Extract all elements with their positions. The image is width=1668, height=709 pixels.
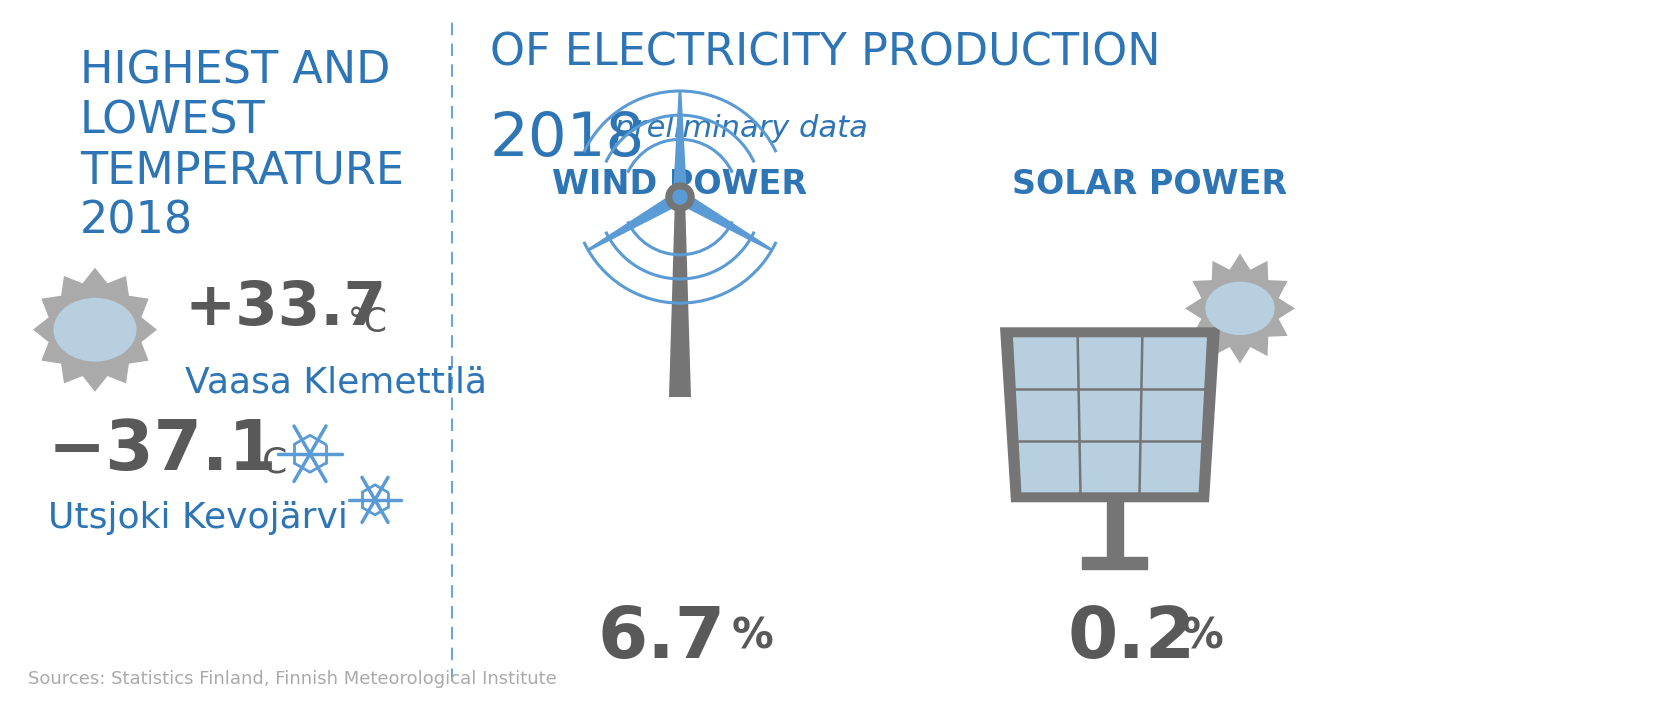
Text: °C: °C xyxy=(245,445,289,479)
Circle shape xyxy=(666,183,694,211)
Bar xyxy=(1083,557,1148,569)
Polygon shape xyxy=(1184,253,1294,364)
Text: 2018: 2018 xyxy=(490,110,646,169)
Polygon shape xyxy=(589,191,684,251)
Text: WIND POWER: WIND POWER xyxy=(552,168,807,201)
Polygon shape xyxy=(672,92,687,197)
Text: 0.2: 0.2 xyxy=(1068,603,1196,673)
Text: HIGHEST AND
LOWEST
TEMPERATURE
2018: HIGHEST AND LOWEST TEMPERATURE 2018 xyxy=(80,50,404,242)
Polygon shape xyxy=(1001,328,1219,502)
Text: °C: °C xyxy=(349,306,389,339)
Text: preliminary data: preliminary data xyxy=(605,114,867,143)
Text: OF ELECTRICITY PRODUCTION: OF ELECTRICITY PRODUCTION xyxy=(490,32,1161,75)
Text: Sources: Statistics Finland, Finnish Meteorological Institute: Sources: Statistics Finland, Finnish Met… xyxy=(28,670,557,688)
Polygon shape xyxy=(1012,337,1208,492)
Text: %: % xyxy=(732,615,774,657)
Text: 6.7: 6.7 xyxy=(597,603,726,673)
Bar xyxy=(1108,502,1123,557)
Circle shape xyxy=(672,190,687,204)
Text: %: % xyxy=(1183,615,1224,657)
Polygon shape xyxy=(669,197,691,397)
Text: Utsjoki Kevojärvi: Utsjoki Kevojärvi xyxy=(48,501,349,535)
Polygon shape xyxy=(33,268,157,391)
Text: +33.7: +33.7 xyxy=(185,279,387,338)
Text: Vaasa Klemettilä: Vaasa Klemettilä xyxy=(185,366,487,400)
Ellipse shape xyxy=(1206,282,1274,335)
Ellipse shape xyxy=(53,298,135,361)
Text: SOLAR POWER: SOLAR POWER xyxy=(1012,168,1288,201)
Text: −37.1: −37.1 xyxy=(48,417,277,484)
Polygon shape xyxy=(677,191,772,251)
